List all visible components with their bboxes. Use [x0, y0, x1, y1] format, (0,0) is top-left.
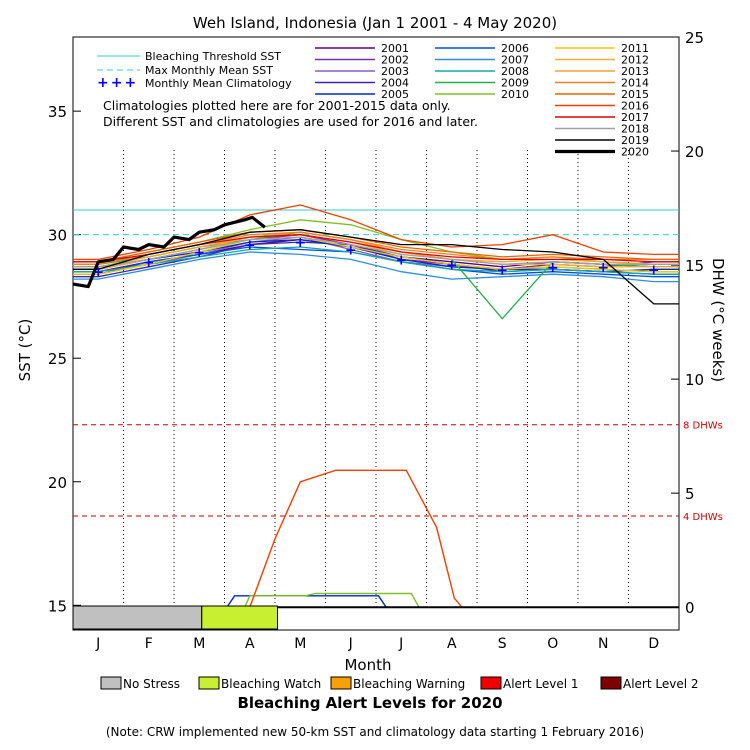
alert-bar-segment — [201, 605, 279, 630]
x-tick-label: D — [648, 636, 659, 652]
y-axis-label: SST (°C) — [16, 319, 34, 382]
y2-tick-label: 25 — [685, 29, 704, 47]
climatology-marker: + — [395, 252, 407, 268]
y2-tick-label: 0 — [685, 599, 695, 617]
climatology-marker: + — [193, 245, 205, 261]
legend-year-label: 2007 — [501, 54, 529, 67]
legend-year-label: 2016 — [621, 100, 649, 113]
plot-area: 15 20 25 30 35 0 5 10 15 20 25 J F M A M J J A S O N D 8 DHWs 4 … — [48, 29, 723, 691]
sst-line-2020 — [72, 215, 266, 289]
y-tick-label: 20 — [48, 474, 67, 492]
sst-line-2008 — [73, 246, 679, 275]
climatology-marker: + — [244, 238, 256, 254]
y2-tick-label: 20 — [685, 143, 704, 161]
climatology-marker: + — [294, 235, 306, 251]
climatology-marker: + — [143, 255, 155, 271]
y-tick-label: 15 — [48, 597, 67, 615]
legend-year-label: 2010 — [501, 88, 529, 101]
sst-line-2013 — [73, 231, 679, 268]
climatology-note: Different SST and climatologies are used… — [103, 114, 478, 129]
x-tick-label: J — [398, 636, 403, 652]
alert-legend-swatch — [100, 676, 122, 690]
y2-tick-label: 10 — [685, 371, 704, 389]
climatology-marker: + — [345, 242, 357, 258]
climatology-marker: + — [648, 262, 660, 278]
climatology-note: Climatologies plotted here are for 2001-… — [103, 98, 451, 113]
sst-line-2011 — [73, 236, 679, 275]
legend-clim-swatch: +++ — [97, 75, 138, 91]
legend-year-label: 2018 — [621, 123, 649, 136]
chart-title: Weh Island, Indonesia (Jan 1 2001 - 4 Ma… — [193, 14, 557, 32]
dhw-line-2010 — [244, 592, 420, 608]
alert-legend-swatch — [198, 676, 220, 690]
x-axis-label: Month — [344, 656, 391, 674]
x-tick-label: S — [498, 636, 507, 652]
x-tick-label: M — [193, 636, 205, 652]
y-tick-label: 30 — [48, 227, 67, 245]
x-tick-label: J — [95, 636, 100, 652]
climatology-marker: + — [446, 257, 458, 273]
x-tick-label: M — [294, 636, 306, 652]
x-tick-label: F — [145, 636, 153, 652]
sst-line-2007 — [73, 251, 679, 283]
plot-frame — [72, 36, 680, 631]
dhw-line-2016 — [249, 469, 463, 608]
y2-axis-label: DHW (°C weeks) — [709, 258, 727, 382]
dhw-threshold-label: 4 DHWs — [683, 512, 723, 523]
climatology-marker: + — [92, 265, 104, 281]
legend-year-label: 2001 — [381, 42, 409, 55]
x-tick-label: A — [245, 636, 255, 652]
alert-bar-segment — [72, 605, 203, 630]
alert-levels-title: Bleaching Alert Levels for 2020 — [237, 694, 502, 712]
sst-line-2018 — [73, 236, 679, 268]
legend-year-label: 2002 — [381, 54, 409, 67]
dhw-threshold-label: 8 DHWs — [683, 421, 723, 432]
alert-legend-label: Alert Level 1 — [503, 677, 579, 691]
alert-legend-swatch — [480, 676, 502, 690]
y-tick-label: 25 — [48, 350, 67, 368]
y2-tick-label: 5 — [685, 485, 695, 503]
alert-legend-label: Bleaching Warning — [353, 677, 465, 691]
legend-year-label: 2008 — [501, 65, 529, 78]
legend-year-label: 2005 — [381, 88, 409, 101]
legend-year-label: 2013 — [621, 65, 649, 78]
alert-legend-label: No Stress — [123, 677, 180, 691]
legend-year-label: 2012 — [621, 54, 649, 67]
x-tick-label: A — [447, 636, 457, 652]
legend-year-label: 2011 — [621, 42, 649, 55]
legend-threshold-label: Bleaching Threshold SST — [145, 50, 281, 63]
climatology-marker: + — [597, 260, 609, 276]
x-tick-label: O — [547, 636, 558, 652]
x-tick-label: N — [598, 636, 608, 652]
sst-line-2019 — [73, 229, 679, 305]
legend-year-label: 2004 — [381, 77, 409, 90]
legend-year-label: 2003 — [381, 65, 409, 78]
y2-tick-label: 15 — [685, 257, 704, 275]
alert-legend-swatch — [600, 676, 622, 690]
climatology-marker: + — [547, 260, 559, 276]
legend-mmm-label: Max Monthly Mean SST — [145, 64, 273, 77]
footnote: (Note: CRW implemented new 50-km SST and… — [106, 725, 644, 739]
legend-clim-label: Monthly Mean Climatology — [145, 77, 292, 90]
alert-legend-swatch — [330, 676, 352, 690]
legend-year-label: 2009 — [501, 77, 529, 90]
legend-year-label: 2014 — [621, 77, 649, 90]
sst-line-2015 — [73, 229, 679, 263]
legend-year-label: 2015 — [621, 88, 649, 101]
legend-year-label: 2006 — [501, 42, 529, 55]
legend-year-label: 2017 — [621, 111, 649, 124]
legend-year-label: 2019 — [621, 134, 649, 147]
alert-legend-label: Bleaching Watch — [221, 677, 321, 691]
y-tick-label: 35 — [48, 103, 67, 121]
x-tick-label: J — [348, 636, 353, 652]
alert-legend-label: Alert Level 2 — [623, 677, 699, 691]
climatology-marker: + — [496, 262, 508, 278]
dhw-line-2005 — [226, 595, 387, 608]
legend-year-label: 2020 — [621, 146, 649, 159]
